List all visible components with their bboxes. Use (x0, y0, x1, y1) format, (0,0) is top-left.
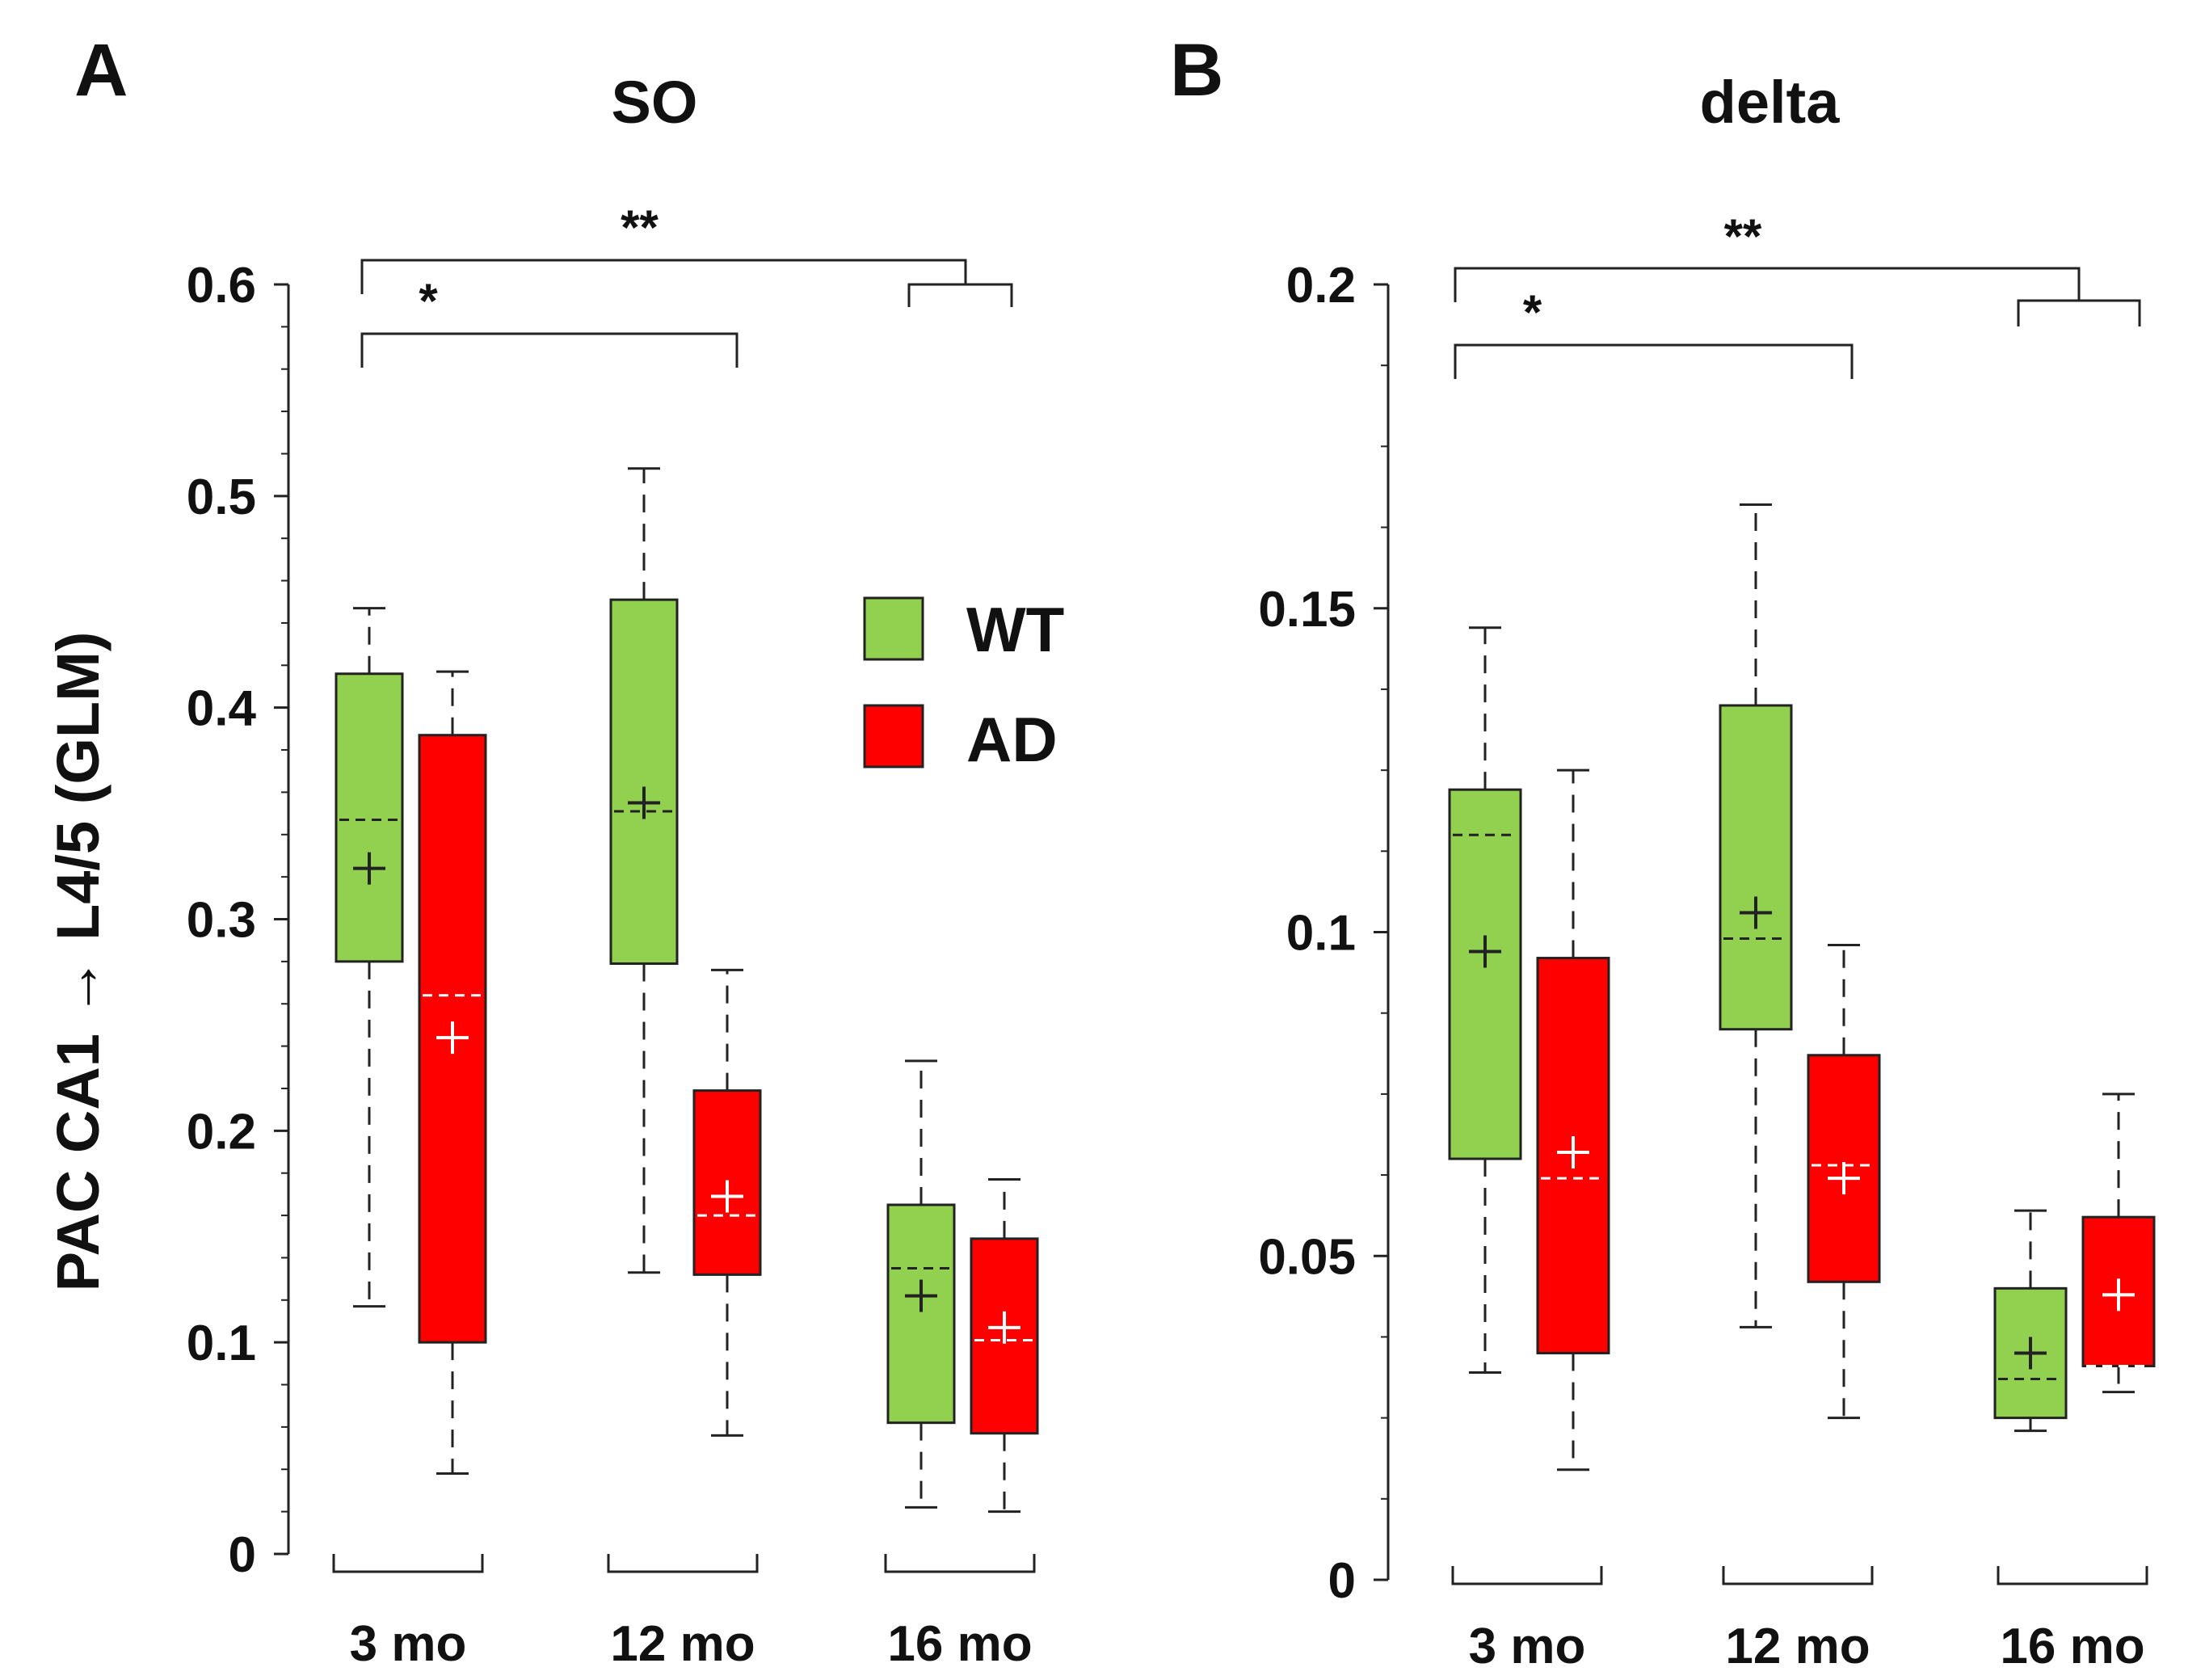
wt-box-12-mo (1719, 503, 1793, 1328)
y-tick-label: 0.15 (1258, 582, 1356, 638)
ad-box-12-mo (692, 968, 762, 1437)
sub-bracket-16mo (2017, 299, 2141, 326)
significance-label: * (1523, 285, 1542, 339)
significance-label: ** (621, 200, 659, 255)
panel-a-x-categories: 3 mo 12 mo 16 mo (332, 1554, 1036, 1672)
y-tick-label: 0.6 (187, 258, 256, 314)
significance-bracket (360, 332, 739, 368)
legend: WT AD (863, 594, 1064, 775)
wt-box-16-mo (886, 1059, 956, 1509)
iqr-box (609, 598, 679, 965)
category-bracket (1997, 1566, 2148, 1585)
panel-b-title: delta (1700, 69, 1841, 136)
y-tick-label: 0.05 (1258, 1229, 1356, 1285)
y-tick-label: 0.4 (187, 681, 257, 737)
sub-bracket-16mo (907, 283, 1013, 307)
legend-ad-label: AD (966, 704, 1058, 775)
x-category-label: 16 mo (2000, 1619, 2144, 1674)
y-tick-label: 0.2 (1286, 258, 1356, 314)
y-tick-label: 0.1 (187, 1316, 256, 1371)
wt-box-3-mo (1448, 626, 1522, 1375)
y-tick-label: 0.1 (1286, 906, 1356, 962)
ad-box-12-mo (1807, 944, 1881, 1420)
category-bracket (1722, 1566, 1874, 1585)
category-bracket (1451, 1566, 1603, 1585)
panel-b-significance: *** (1454, 209, 2141, 379)
legend-wt-label: WT (966, 594, 1064, 665)
category-bracket (884, 1554, 1036, 1573)
wt-box-3-mo (335, 607, 404, 1308)
significance-bracket (1454, 343, 1854, 379)
panel-a-y-ticks: 0 0.1 0.2 0.3 0.4 0.5 0.6 (187, 258, 288, 1583)
iqr-box (335, 672, 404, 963)
ad-box-3-mo (1536, 768, 1610, 1472)
ad-box-16-mo (970, 1178, 1039, 1514)
y-axis-label: PAC CA1 → L4/5 (GLM) (44, 632, 112, 1292)
x-category-label: 3 mo (350, 1616, 467, 1672)
iqr-box (886, 1203, 956, 1425)
legend-ad-swatch (863, 704, 924, 768)
x-category-label: 16 mo (887, 1616, 1032, 1672)
panel-b-x-categories: 3 mo 12 mo 16 mo (1451, 1566, 2148, 1674)
y-tick-label: 0 (229, 1527, 256, 1583)
significance-bracket (360, 259, 967, 294)
x-category-label: 12 mo (610, 1616, 755, 1672)
significance-bracket (1454, 267, 2081, 302)
y-tick-label: 0.5 (187, 469, 256, 525)
panel-b: B delta 00.050.10.150.2 *** 3 mo 12 mo 16 … (1170, 29, 2156, 1674)
panel-a-letter: A (74, 29, 128, 112)
panel-a: A SO PAC CA1 → L4/5 (GLM) 00.10.20.30.40… (44, 29, 1039, 1672)
x-category-label: 3 mo (1469, 1619, 1586, 1674)
panel-a-boxes (335, 467, 1039, 1514)
x-category-label: 12 mo (1725, 1619, 1870, 1674)
panel-a-significance: *** (360, 200, 1013, 368)
category-bracket (332, 1554, 484, 1573)
significance-label: ** (1724, 209, 1762, 263)
y-tick-label: 0.3 (187, 893, 256, 949)
y-tick-label: 0.2 (187, 1104, 256, 1160)
ad-box-3-mo (418, 670, 487, 1476)
iqr-box (1719, 704, 1793, 1031)
wt-box-16-mo (1993, 1209, 2068, 1433)
iqr-box (692, 1089, 762, 1276)
panel-b-letter: B (1170, 29, 1223, 112)
panel-b-y-ticks: 0 0.05 0.1 0.15 0.2 (1258, 258, 1388, 1609)
panel-a-title: SO (612, 69, 698, 136)
ad-box-16-mo (2081, 1093, 2156, 1394)
legend-wt-swatch (863, 596, 924, 661)
wt-box-12-mo (609, 467, 679, 1274)
category-bracket (607, 1554, 759, 1573)
iqr-box (1448, 788, 1522, 1160)
significance-label: * (419, 274, 438, 328)
panel-b-boxes (1448, 503, 2156, 1472)
y-tick-label: 0 (1328, 1553, 1356, 1609)
